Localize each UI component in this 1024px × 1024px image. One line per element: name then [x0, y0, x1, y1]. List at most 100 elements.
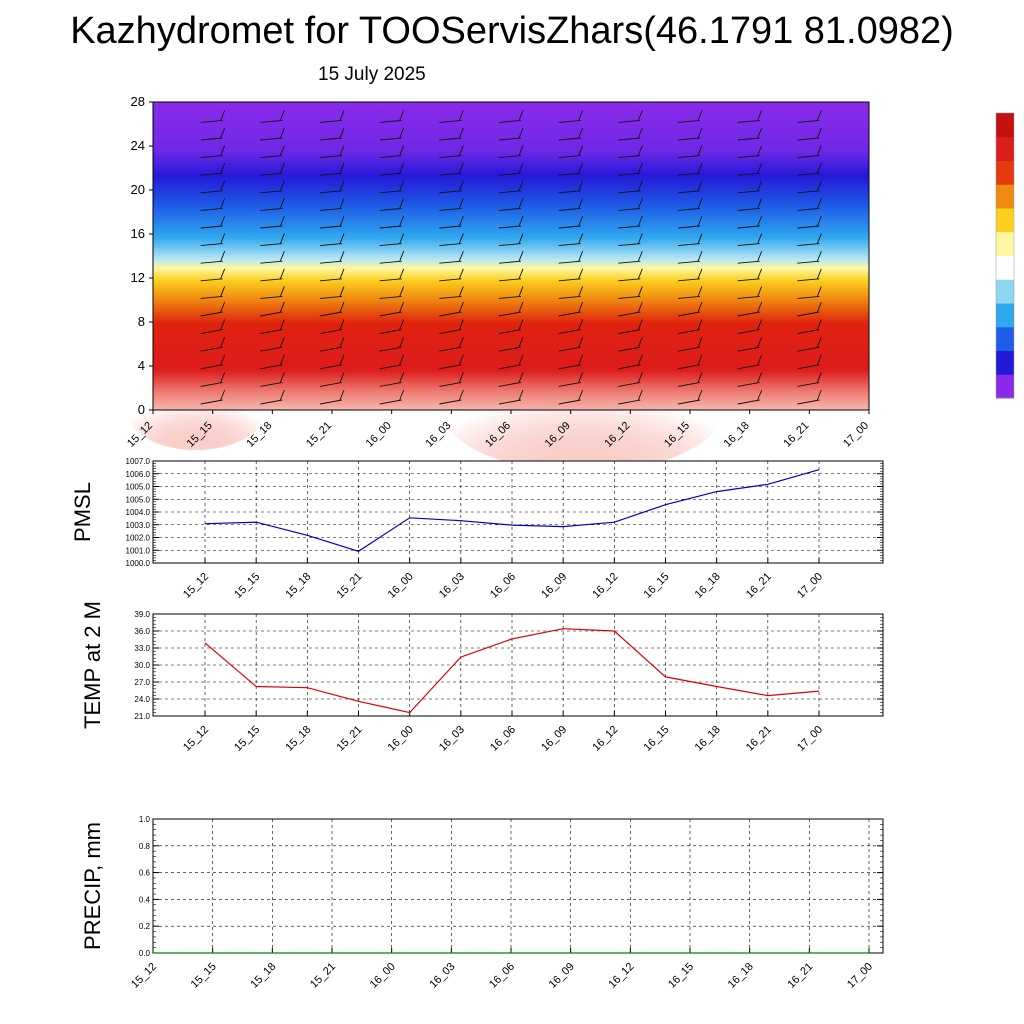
colorbar: [995, 112, 1015, 399]
wind-barb: [677, 225, 701, 229]
wind-barb: [458, 198, 464, 209]
wind-barb: [319, 137, 343, 141]
wind-barb: [379, 172, 402, 176]
wind-barb: [339, 145, 345, 156]
wind-barb: [757, 301, 763, 313]
precip-panel: 0.0 0.2 0.4 0.6 0.8 1.0 15_12 15_15 15_18 15_21 16…: [80, 815, 884, 991]
x-tick-label: 15_15: [232, 571, 262, 601]
x-tick-label: 16_12: [590, 724, 620, 754]
x-tick-label: 17_00: [795, 724, 825, 754]
y-tick-label: 0: [138, 402, 145, 417]
wind-barb: [757, 163, 763, 174]
wind-barb: [637, 215, 643, 227]
wind-barb: [677, 155, 701, 159]
colorbar-swatch: [996, 136, 1014, 161]
wind-barb: [319, 399, 343, 405]
y-axis-label: TEMP at 2 M: [80, 601, 105, 729]
wind-barb: [797, 119, 820, 123]
wind-barb: [757, 215, 763, 227]
x-tick-label: 16_15: [642, 571, 672, 601]
wind-barb: [379, 207, 402, 211]
wind-barb: [498, 119, 522, 123]
wind-barb: [578, 198, 584, 209]
wind-barb: [319, 260, 343, 264]
wind-barb: [458, 251, 464, 262]
colorbar-swatch: [996, 184, 1014, 209]
y-tick-label: 0.8: [139, 842, 151, 851]
y-tick-label: 0.2: [139, 922, 151, 931]
x-tick-label: 15_12: [181, 724, 211, 754]
wind-barb: [200, 119, 223, 123]
wind-barb: [220, 145, 226, 156]
wind-barb: [399, 268, 405, 279]
colorbar-swatch: [996, 374, 1014, 399]
wind-barb: [399, 233, 405, 244]
wind-barb: [220, 354, 226, 365]
wind-barb: [200, 278, 223, 282]
wind-barb: [379, 278, 402, 282]
x-tick-label: 15_21: [335, 571, 365, 601]
x-tick-label: 16_09: [539, 724, 569, 754]
wind-barb: [737, 225, 760, 229]
wind-barb: [279, 180, 285, 191]
wind-barb: [458, 180, 464, 191]
wind-barb: [757, 354, 763, 365]
wind-barb: [757, 372, 763, 383]
wind-barb: [816, 389, 822, 401]
wind-barb: [518, 233, 524, 244]
wind-barb: [618, 311, 641, 317]
wind-barb: [677, 119, 701, 123]
wind-barb: [279, 251, 285, 262]
wind-barb: [498, 278, 522, 282]
wind-barb: [637, 337, 643, 348]
wind-barb: [200, 137, 223, 141]
wind-barb: [279, 301, 285, 313]
wind-barb: [319, 243, 343, 247]
x-tick-label: 15_15: [189, 961, 219, 991]
wind-barb: [319, 172, 343, 176]
wind-barb: [518, 163, 524, 174]
wind-barb: [200, 295, 223, 299]
wind-barb: [319, 155, 343, 159]
wind-barb: [618, 399, 641, 405]
wind-barb: [220, 372, 226, 383]
wind-barb: [439, 381, 462, 387]
wind-barb: [797, 364, 820, 370]
wind-barb: [816, 180, 822, 191]
x-tick-label: 16_06: [488, 724, 518, 754]
wind-barb: [697, 127, 703, 139]
wind-barb: [697, 268, 703, 279]
y-tick-label: 0.4: [139, 895, 151, 904]
wind-barb: [458, 268, 464, 279]
wind-barb: [200, 243, 223, 247]
y-axis-label: PMSL: [70, 482, 95, 542]
wind-barb: [399, 145, 405, 156]
wind-barb: [558, 311, 581, 317]
colorbar-swatch: [996, 160, 1014, 185]
wind-barb: [319, 295, 343, 299]
wind-barb: [339, 337, 345, 348]
wind-barb: [439, 399, 462, 405]
colorbar-frame: [995, 112, 1015, 399]
y-tick-label: 1.0: [139, 815, 151, 824]
wind-barb: [677, 172, 701, 176]
wind-barb: [339, 389, 345, 401]
wind-barb: [558, 260, 581, 264]
y-tick-label: 1002.0: [126, 534, 151, 543]
wind-barb: [637, 110, 643, 121]
y-tick-label: 21.0: [134, 712, 150, 721]
wind-barb: [797, 278, 820, 282]
wind-barb: [399, 198, 405, 209]
wind-barb: [518, 372, 524, 383]
wind-barb: [578, 319, 584, 330]
wind-barb: [578, 372, 584, 383]
wind-barb: [618, 260, 641, 264]
wind-barb: [339, 180, 345, 191]
wind-barb: [518, 127, 524, 139]
wind-barb: [797, 243, 820, 247]
wind-barb: [260, 225, 283, 229]
wind-barb: [816, 215, 822, 227]
wind-barb: [697, 251, 703, 262]
wind-barb: [677, 329, 701, 335]
